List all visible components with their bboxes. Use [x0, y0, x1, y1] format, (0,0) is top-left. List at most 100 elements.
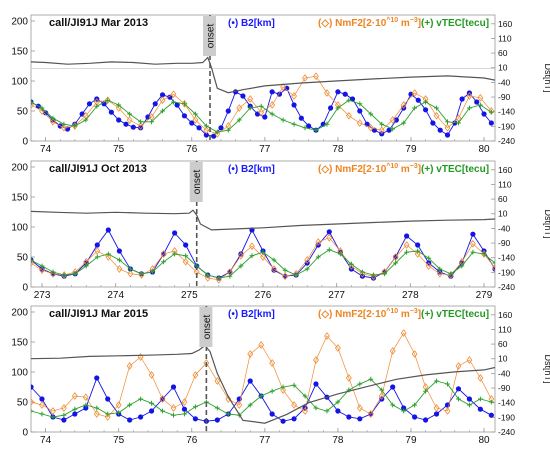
- legend-nmf2-exp: ^10: [386, 16, 398, 24]
- nmf2-point: [182, 257, 189, 266]
- nmf2-point: [225, 395, 232, 403]
- nmf2-line: [31, 332, 492, 418]
- right-axis-label: Dst[nT]: [543, 63, 550, 92]
- vtec-point: [258, 103, 264, 109]
- vtec-point: [225, 411, 231, 417]
- panel-title: call/JI91J Oct 2013: [49, 163, 147, 175]
- b2-point: [422, 107, 429, 113]
- nmf2-point: [291, 401, 297, 409]
- nmf2-point: [160, 250, 167, 258]
- b2-point: [415, 242, 421, 248]
- b2-point: [130, 124, 136, 130]
- plot-area: [31, 209, 495, 284]
- vtec-point: [138, 396, 144, 402]
- b2-point: [148, 408, 155, 414]
- vtec-point: [280, 117, 286, 123]
- nmf2-point: [470, 239, 476, 248]
- vtec-point: [401, 408, 407, 414]
- vtec-point: [470, 249, 476, 255]
- legend-nmf2-close: ]: [418, 18, 421, 29]
- nmf2-point: [31, 398, 34, 406]
- nmf2-point: [82, 393, 89, 402]
- vtec-point: [116, 257, 122, 263]
- nmf2-point: [249, 242, 255, 251]
- vtec-point: [467, 402, 472, 408]
- nmf2-point: [126, 116, 133, 124]
- x-tick-label: 79: [405, 435, 417, 446]
- b2-point: [298, 115, 304, 121]
- b2-point: [192, 416, 199, 422]
- b2-point: [240, 93, 246, 99]
- vtec-point: [160, 408, 165, 414]
- nmf2-point: [282, 272, 288, 281]
- b2-point: [455, 386, 462, 392]
- b2-point: [370, 275, 377, 281]
- nmf2-point: [247, 95, 254, 103]
- b2-point: [138, 414, 144, 420]
- nmf2-point: [433, 111, 440, 120]
- vtec-point: [434, 378, 439, 384]
- legend-nmf2-close: ]: [418, 309, 421, 320]
- y2-tick-label: 110: [498, 324, 512, 334]
- vtec-point: [50, 115, 56, 121]
- b2-point: [105, 396, 111, 402]
- b2-point: [401, 405, 407, 411]
- vtec-point: [150, 269, 155, 275]
- b2-point: [474, 99, 480, 105]
- y-tick-label: 0: [22, 137, 28, 148]
- y2-tick-label: -40: [498, 223, 511, 233]
- vtec-point: [247, 402, 253, 408]
- nmf2-point: [326, 233, 333, 242]
- legend-nmf2: (◇) NmF2[2·10^10 m−3]: [318, 307, 421, 320]
- nmf2-point: [148, 371, 155, 379]
- vtec-point: [291, 121, 297, 127]
- y2-tick-label: 110: [498, 179, 512, 189]
- nmf2-point: [411, 89, 418, 97]
- nmf2-point: [425, 262, 432, 270]
- vtec-point: [426, 255, 432, 261]
- nmf2-point: [104, 96, 111, 105]
- nmf2-point: [345, 111, 352, 120]
- vtec-point: [247, 105, 253, 111]
- x-tick-label: 275: [181, 290, 198, 301]
- b2-point: [203, 132, 209, 138]
- vtec-point: [269, 111, 275, 117]
- vtec-point: [448, 271, 454, 277]
- legend-b2: (•) B2[km]: [228, 164, 275, 175]
- nmf2-point: [60, 404, 67, 412]
- nmf2-point: [60, 123, 67, 132]
- y-tick-label: 150: [11, 193, 28, 204]
- vtec-point: [324, 408, 330, 414]
- x-tick-label: 279: [476, 290, 493, 301]
- legend-b2: (•) B2[km]: [228, 309, 275, 320]
- vtec-point: [214, 129, 220, 135]
- legend-nmf2-unit-exp: −3: [410, 17, 418, 24]
- nmf2-point: [105, 253, 112, 261]
- b2-point: [123, 121, 129, 127]
- vtec-point: [346, 97, 352, 103]
- vtec-point: [437, 266, 443, 272]
- b2-point: [225, 108, 231, 114]
- right-axis-label: Dst[nT]: [543, 354, 550, 383]
- b2-point: [313, 381, 319, 387]
- b2-point: [269, 411, 275, 417]
- nmf2-point: [492, 263, 495, 272]
- nmf2-point: [280, 386, 286, 394]
- vtec-point: [31, 408, 34, 414]
- b2-point: [214, 417, 220, 423]
- dst-line: [31, 56, 495, 94]
- nmf2-point: [378, 126, 385, 135]
- vtec-point: [423, 99, 428, 105]
- y2-tick-label: -190: [498, 412, 515, 422]
- vtec-point: [393, 260, 398, 266]
- vtec-point: [488, 399, 494, 405]
- onset-label: onset: [202, 315, 213, 340]
- vtec-point: [293, 272, 299, 278]
- nmf2-point: [477, 374, 484, 382]
- nmf2-point: [455, 362, 462, 370]
- nmf2-point: [137, 122, 144, 130]
- plot-area: [31, 329, 495, 424]
- vtec-point: [260, 249, 266, 255]
- nmf2-point: [414, 250, 421, 258]
